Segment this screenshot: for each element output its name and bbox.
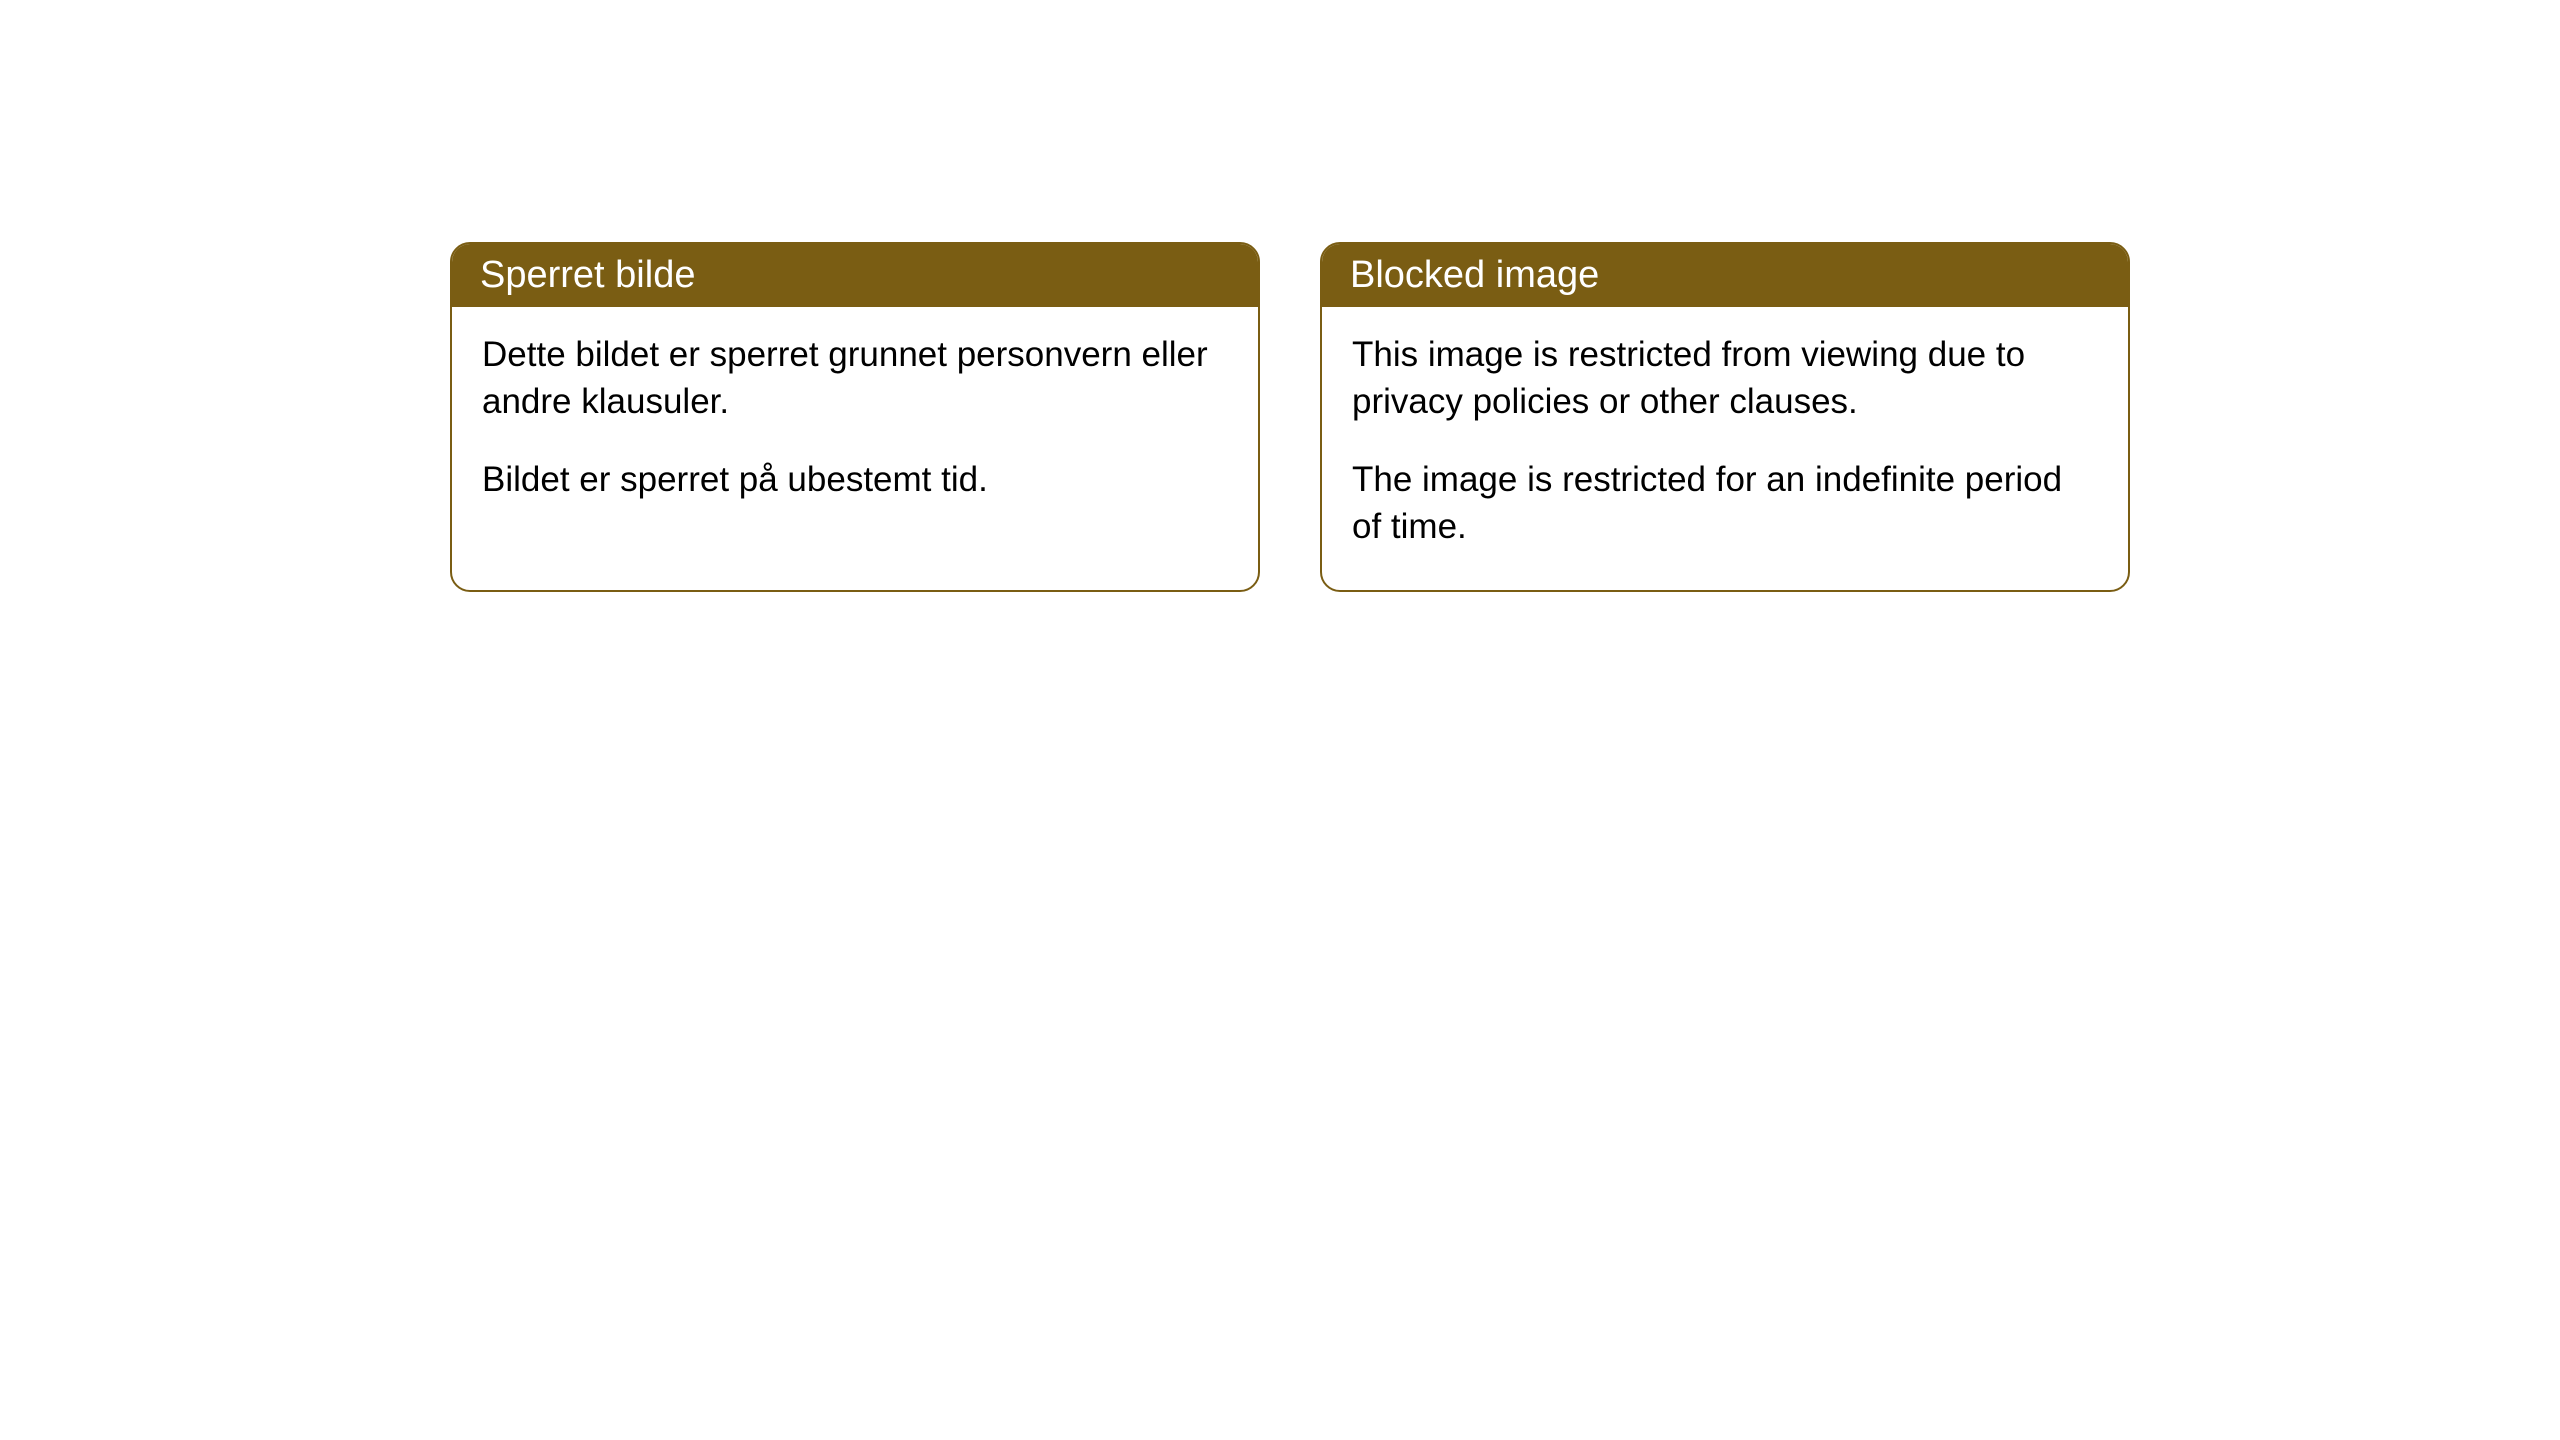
card-header-english: Blocked image [1322,244,2128,307]
card-body-english: This image is restricted from viewing du… [1322,307,2128,590]
card-paragraph-1-norwegian: Dette bildet er sperret grunnet personve… [482,331,1228,426]
card-paragraph-2-norwegian: Bildet er sperret på ubestemt tid. [482,456,1228,503]
card-paragraph-2-english: The image is restricted for an indefinit… [1352,456,2098,551]
card-english: Blocked image This image is restricted f… [1320,242,2130,592]
card-header-norwegian: Sperret bilde [452,244,1258,307]
card-title-norwegian: Sperret bilde [480,254,695,296]
card-norwegian: Sperret bilde Dette bildet er sperret gr… [450,242,1260,592]
cards-container: Sperret bilde Dette bildet er sperret gr… [450,242,2130,592]
card-paragraph-1-english: This image is restricted from viewing du… [1352,331,2098,426]
card-body-norwegian: Dette bildet er sperret grunnet personve… [452,307,1258,543]
card-title-english: Blocked image [1350,254,1599,296]
